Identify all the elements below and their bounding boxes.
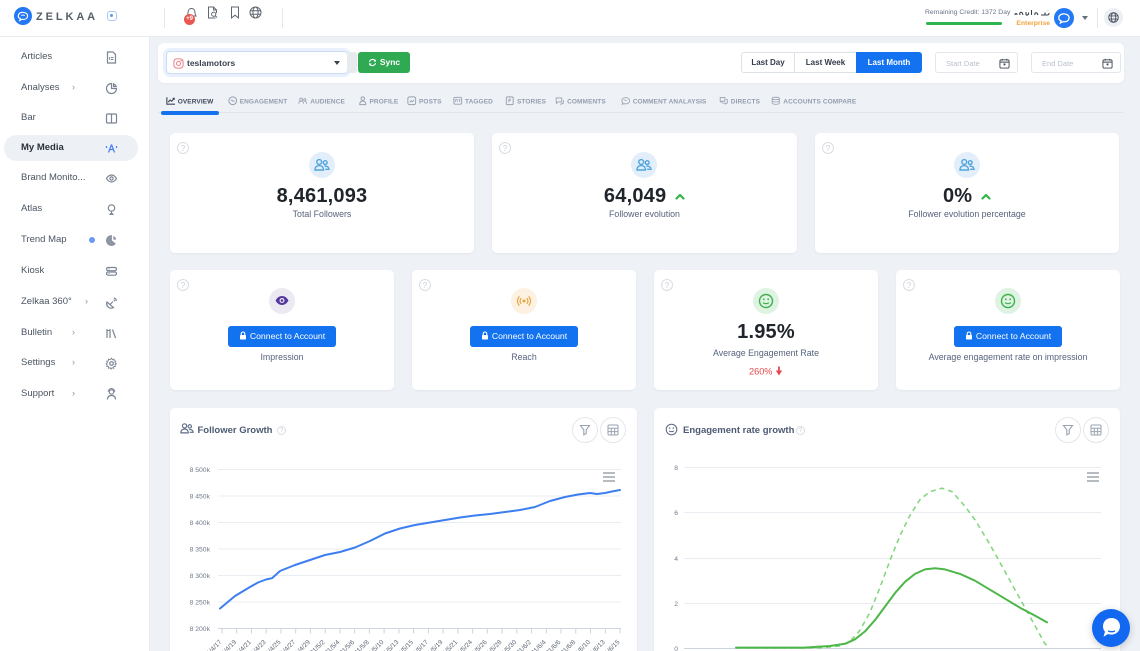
svg-text:8 500k: 8 500k	[190, 467, 211, 474]
svg-text:8 400k: 8 400k	[190, 520, 211, 527]
svg-text:8 450k: 8 450k	[190, 494, 211, 501]
svg-text:8 250k: 8 250k	[190, 600, 211, 607]
svg-text:8: 8	[674, 465, 678, 472]
svg-text:0: 0	[674, 646, 678, 651]
svg-text:8 350k: 8 350k	[190, 547, 211, 554]
svg-text:2021/4/17: 2021/4/17	[198, 639, 224, 651]
svg-text:2: 2	[674, 601, 678, 608]
svg-text:4: 4	[674, 556, 678, 563]
svg-text:6: 6	[674, 510, 678, 517]
svg-text:8 300k: 8 300k	[190, 573, 211, 580]
svg-text:8 200k: 8 200k	[190, 626, 211, 633]
